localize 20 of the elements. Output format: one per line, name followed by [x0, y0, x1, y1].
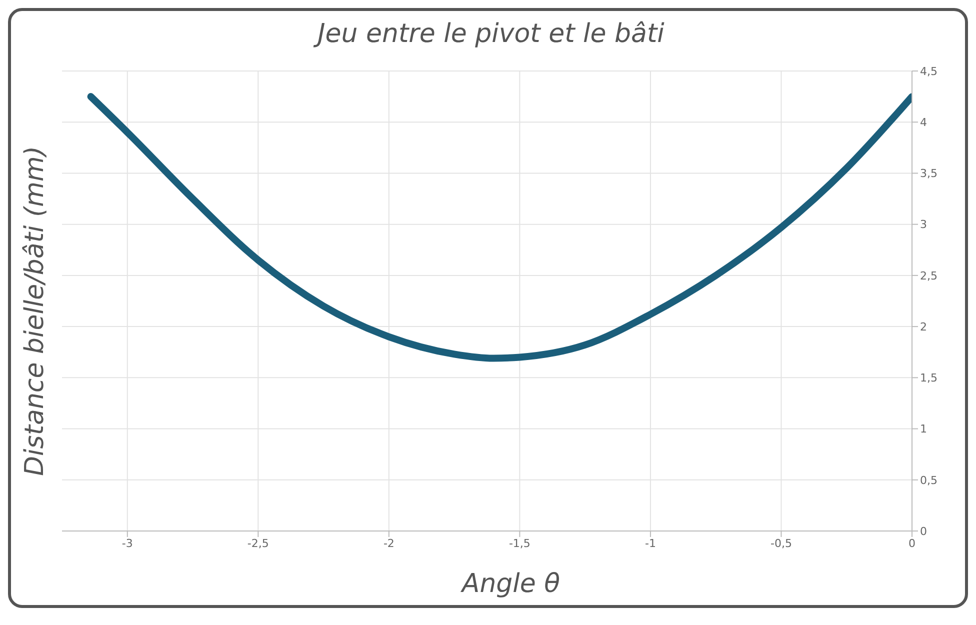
- y-tick-label: 1,5: [920, 372, 938, 385]
- y-tick-label: 4: [920, 116, 927, 130]
- x-tick-label: -3: [122, 536, 133, 550]
- y-tick-label: 3: [920, 218, 927, 232]
- y-tick-label: 0,5: [920, 474, 938, 487]
- x-axis-title: Angle θ: [460, 569, 562, 599]
- x-tick-label: -1: [644, 536, 656, 550]
- y-tick-label: 2,5: [920, 269, 938, 282]
- y-tick-label: 4,5: [920, 64, 938, 78]
- y-tick-label: 0: [920, 524, 927, 538]
- y-tick-label: 1: [920, 422, 927, 436]
- x-tick-label: -2: [383, 536, 394, 550]
- y-axis-title: Distance bielle/bâti (mm): [20, 146, 50, 476]
- x-tick-label: 0: [908, 536, 916, 550]
- y-tick-label: 2: [920, 320, 927, 334]
- x-tick-label: -0,5: [770, 536, 792, 550]
- chart-title: Jeu entre le pivot et le bâti: [312, 19, 666, 49]
- x-tick-label: -2,5: [247, 536, 269, 550]
- y-tick-label: 3,5: [920, 167, 938, 180]
- x-tick-label: -1,5: [508, 536, 530, 550]
